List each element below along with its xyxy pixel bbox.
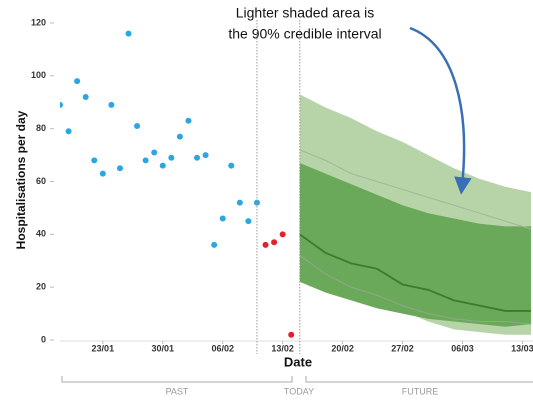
forecast-line bbox=[299, 233, 531, 312]
observed-point bbox=[91, 157, 98, 164]
x-tick-label: 20/02 bbox=[331, 343, 354, 353]
y-tick-label: 0 bbox=[41, 334, 46, 344]
x-tick-label: 30/01 bbox=[151, 343, 174, 353]
observed-point bbox=[116, 165, 123, 172]
observed-point bbox=[74, 78, 81, 85]
observed-point bbox=[236, 199, 243, 206]
y-tick-label: 120 bbox=[31, 17, 46, 27]
observed-point bbox=[288, 331, 295, 338]
plot-area bbox=[60, 30, 532, 338]
observed-point bbox=[159, 162, 166, 169]
x-axis-label: Date bbox=[284, 354, 312, 369]
y-tick-label: 20 bbox=[36, 282, 46, 292]
annotation: the 90% credible interval bbox=[228, 26, 381, 42]
observed-point bbox=[108, 101, 115, 108]
y-tick-label: 80 bbox=[36, 123, 46, 133]
x-tick-label: 23/01 bbox=[92, 343, 115, 353]
observed-point bbox=[176, 133, 183, 140]
observed-point bbox=[262, 241, 269, 248]
y-tick-label: 40 bbox=[36, 229, 46, 239]
observed-point bbox=[228, 162, 235, 169]
observed-point bbox=[245, 218, 252, 225]
period-label: FUTURE bbox=[402, 386, 439, 396]
observed-point bbox=[99, 170, 106, 177]
observed-point bbox=[253, 199, 260, 206]
observed-point bbox=[168, 154, 175, 161]
observed-point bbox=[125, 30, 132, 37]
observed-point bbox=[219, 215, 226, 222]
x-tick-label: 27/02 bbox=[391, 343, 414, 353]
observed-point bbox=[194, 154, 201, 161]
observed-point bbox=[142, 157, 149, 164]
y-axis-label: Hospitalisations per day bbox=[14, 110, 28, 249]
period-label: TODAY bbox=[284, 386, 314, 396]
observed-point bbox=[202, 152, 209, 159]
x-tick-label: 06/02 bbox=[211, 343, 234, 353]
forecast-line bbox=[299, 149, 532, 230]
observed-point bbox=[151, 149, 158, 156]
observed-point bbox=[134, 123, 141, 130]
observed-point bbox=[271, 239, 278, 246]
y-tick-label: 60 bbox=[36, 176, 46, 186]
observed-point bbox=[60, 101, 63, 108]
past-bracket bbox=[61, 376, 293, 383]
future-bracket bbox=[305, 376, 533, 383]
observed-point bbox=[82, 93, 89, 100]
forecast-line bbox=[299, 255, 532, 325]
observed-point bbox=[185, 117, 192, 124]
observed-point bbox=[211, 241, 218, 248]
observed-point bbox=[279, 231, 286, 238]
y-tick-label: 100 bbox=[31, 70, 46, 80]
credible-band bbox=[299, 163, 531, 327]
annotation-arrow bbox=[409, 26, 472, 195]
x-tick-label: 06/03 bbox=[451, 343, 474, 353]
x-tick-label: 13/02 bbox=[271, 343, 294, 353]
observed-point bbox=[65, 128, 72, 135]
period-label: PAST bbox=[166, 386, 189, 396]
x-tick-label: 13/03 bbox=[511, 343, 533, 353]
annotation: Lighter shaded area is bbox=[236, 5, 375, 21]
